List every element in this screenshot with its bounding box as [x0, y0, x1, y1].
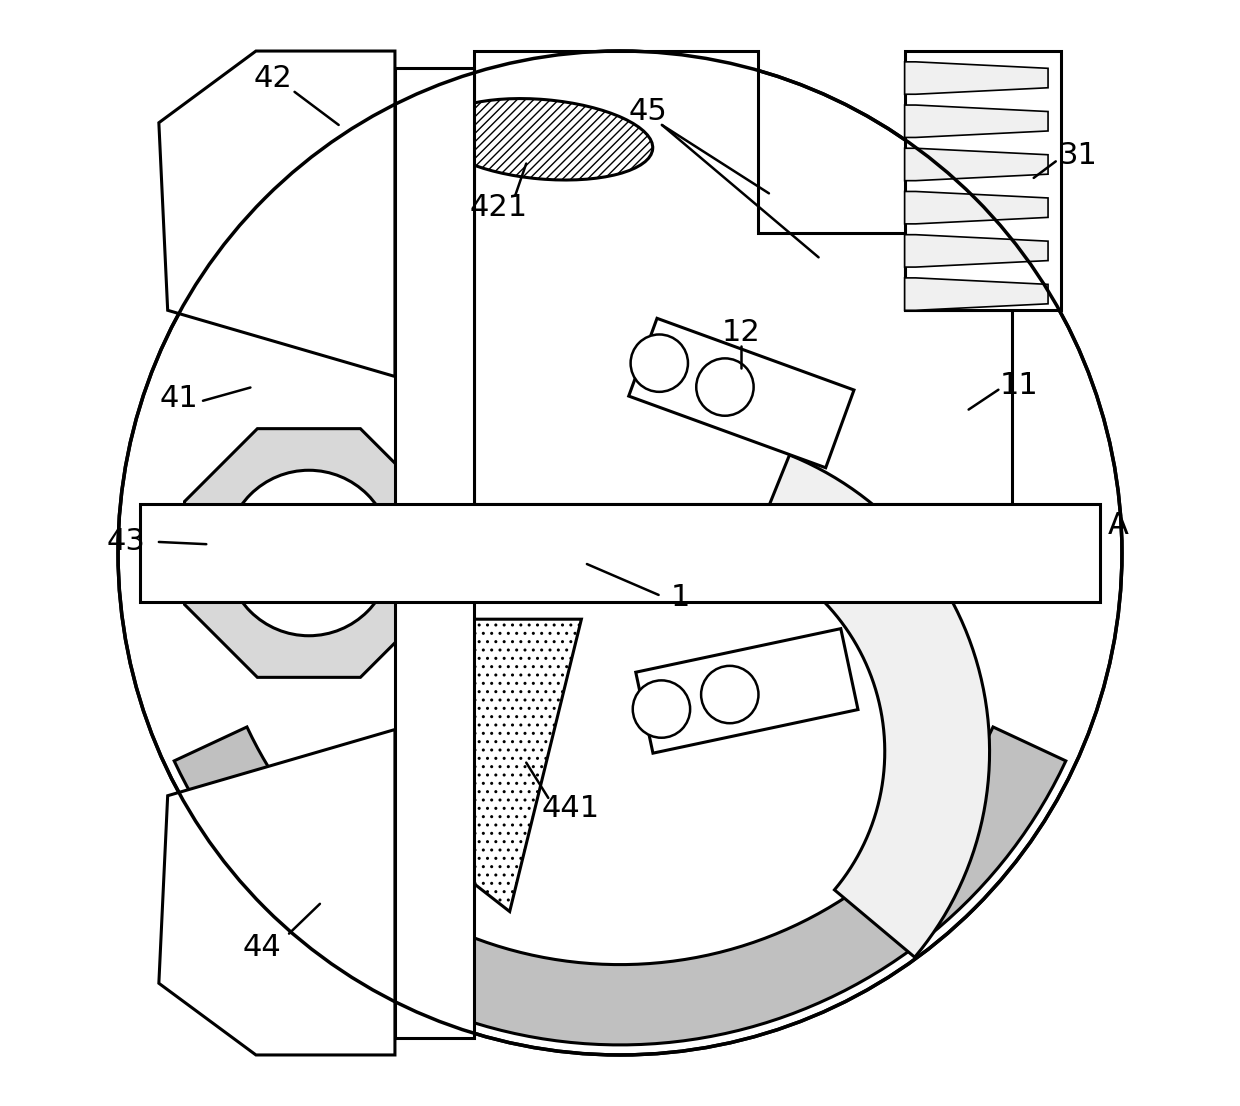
Circle shape: [118, 51, 1122, 1055]
Polygon shape: [159, 51, 396, 376]
Polygon shape: [905, 278, 1048, 311]
Text: 441: 441: [542, 794, 599, 824]
Polygon shape: [140, 504, 1100, 602]
Circle shape: [631, 334, 688, 392]
Polygon shape: [905, 191, 1048, 223]
Text: 44: 44: [242, 933, 280, 962]
Polygon shape: [905, 51, 1061, 311]
Polygon shape: [905, 62, 1048, 94]
Text: 42: 42: [253, 64, 291, 93]
Text: 41: 41: [159, 384, 198, 413]
Polygon shape: [185, 429, 433, 677]
Text: 1: 1: [671, 583, 691, 612]
Text: 421: 421: [470, 194, 528, 222]
Polygon shape: [636, 628, 858, 753]
Polygon shape: [475, 51, 1012, 504]
Text: 43: 43: [107, 528, 145, 556]
Circle shape: [701, 666, 759, 723]
Polygon shape: [475, 619, 582, 911]
Ellipse shape: [433, 98, 652, 180]
Text: 11: 11: [999, 371, 1039, 399]
Polygon shape: [905, 148, 1048, 180]
Polygon shape: [396, 67, 475, 1039]
Polygon shape: [750, 455, 990, 957]
Polygon shape: [174, 727, 1066, 1045]
Polygon shape: [159, 730, 396, 1055]
Text: A: A: [1109, 511, 1130, 540]
Polygon shape: [905, 234, 1048, 267]
Text: 45: 45: [629, 97, 667, 126]
Circle shape: [632, 680, 691, 738]
Polygon shape: [905, 105, 1048, 137]
Text: 12: 12: [722, 317, 760, 347]
Circle shape: [696, 358, 754, 416]
Polygon shape: [629, 319, 854, 468]
Text: 31: 31: [1059, 142, 1097, 170]
Circle shape: [226, 470, 392, 636]
